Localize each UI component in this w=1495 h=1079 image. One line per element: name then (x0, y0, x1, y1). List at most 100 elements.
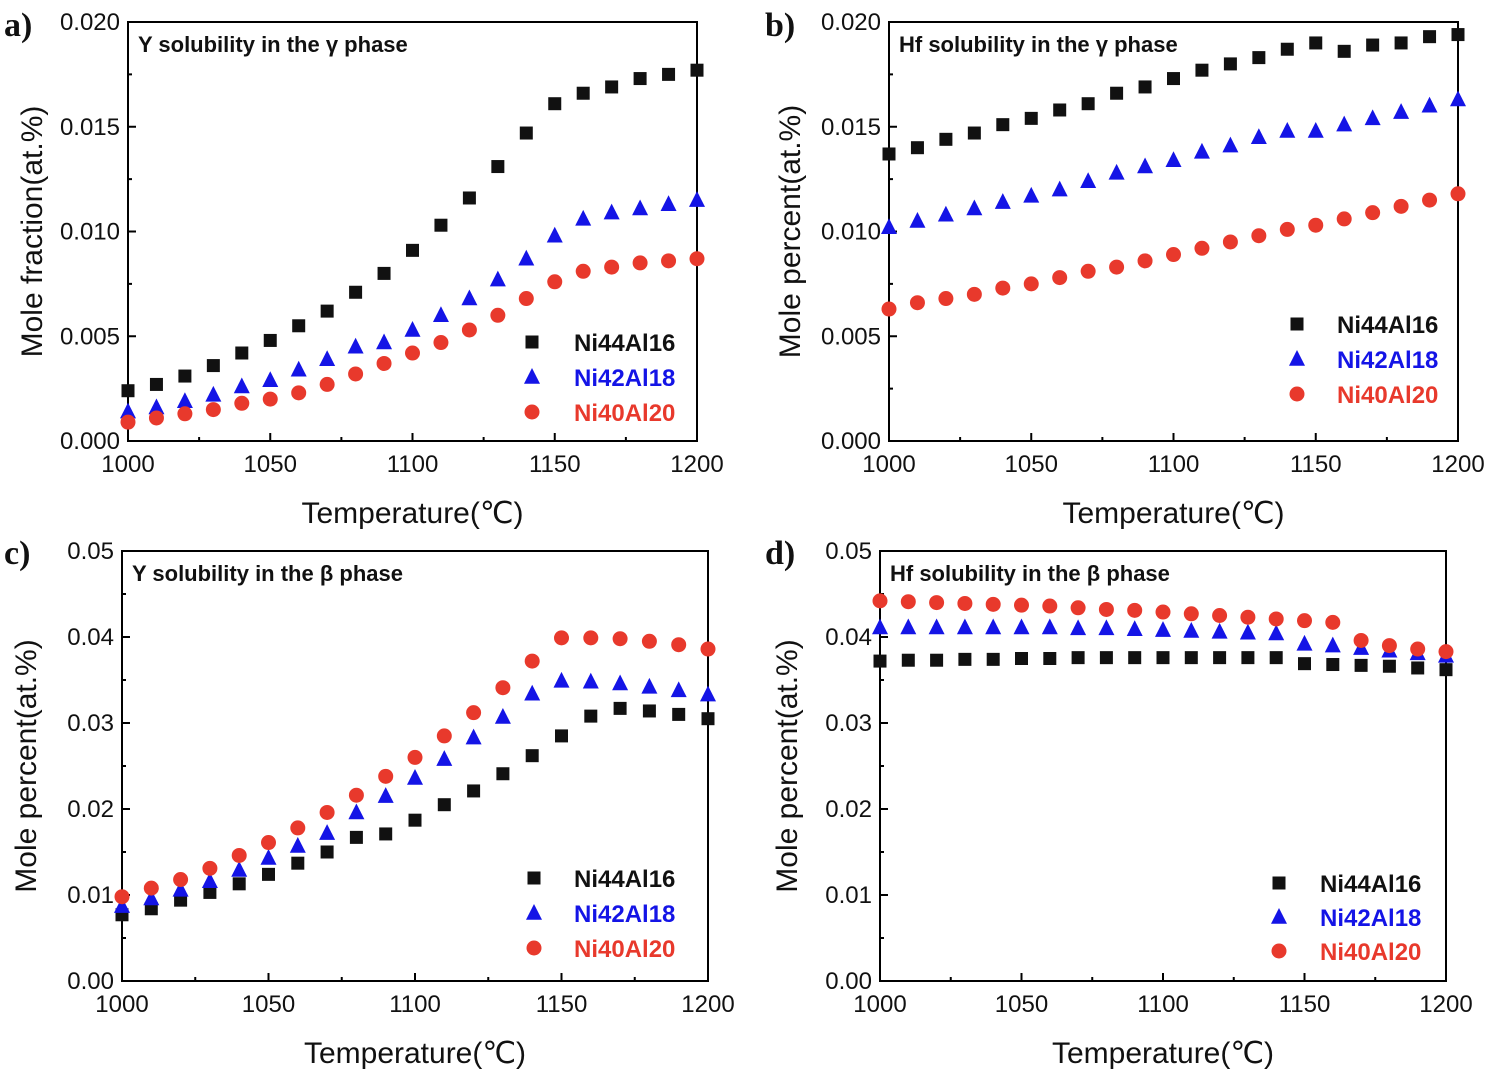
y-tick-label: 0.03 (825, 710, 872, 737)
chart-title: Y solubility in the γ phase (138, 32, 408, 57)
data-point (1354, 658, 1368, 672)
chart-title: Y solubility in the β phase (132, 561, 403, 586)
chart-title: Hf solubility in the γ phase (899, 32, 1178, 57)
data-point (494, 707, 511, 724)
data-point (1108, 163, 1125, 180)
data-point (1279, 221, 1295, 237)
data-point (1023, 186, 1040, 203)
data-point (461, 289, 478, 306)
x-tick-label: 1200 (670, 451, 723, 478)
data-point (1138, 80, 1152, 94)
data-point (290, 820, 306, 836)
legend: Ni44Al16 Ni42Al18 Ni40Al20 (1289, 312, 1438, 409)
y-axis-label: Mole percent(at.%) (771, 639, 804, 892)
data-point (967, 126, 981, 140)
x-tick-label: 1050 (242, 991, 295, 1018)
x-tick-label: 1150 (529, 451, 581, 478)
data-point (872, 618, 888, 635)
data-point (1252, 51, 1266, 65)
data-point (518, 249, 535, 266)
legend-label: Ni42Al18 (574, 901, 675, 928)
legend-label: Ni42Al18 (1320, 905, 1421, 932)
y-tick-label: 0.000 (821, 428, 881, 455)
data-point (938, 291, 954, 307)
data-point (1211, 622, 1228, 639)
x-tick-label: 1050 (1005, 451, 1058, 478)
data-point (349, 285, 363, 299)
data-point (1183, 621, 1200, 638)
x-tick-label: 1050 (244, 451, 297, 478)
data-point (1223, 57, 1237, 71)
data-point (1251, 228, 1267, 244)
data-point (937, 205, 954, 222)
series-Ni40Al20 (881, 186, 1466, 317)
y-axis-label: Mole percent(at.%) (10, 639, 43, 892)
data-point (873, 654, 887, 668)
data-point (495, 680, 511, 696)
data-point (1212, 608, 1228, 623)
data-point (174, 893, 188, 907)
data-point (489, 270, 506, 287)
data-point (1421, 96, 1438, 113)
data-point (575, 209, 592, 226)
y-tick-label: 0.02 (825, 796, 872, 823)
data-point (1081, 97, 1095, 111)
data-point (632, 255, 648, 271)
x-tick-label: 1200 (681, 991, 734, 1018)
data-point (377, 787, 394, 803)
legend-label: Ni44Al16 (1320, 871, 1421, 898)
data-point (519, 126, 533, 140)
data-point (1110, 86, 1124, 100)
data-point (1336, 115, 1353, 132)
data-point (289, 836, 306, 853)
data-point (1364, 109, 1381, 126)
data-point (206, 359, 220, 373)
data-point (966, 286, 982, 302)
data-point (1307, 121, 1324, 138)
data-point (910, 141, 924, 155)
x-tick-label: 1100 (387, 451, 439, 478)
data-point (548, 97, 562, 111)
data-point (320, 304, 334, 318)
data-point (900, 594, 916, 610)
data-point (461, 322, 477, 338)
data-point (1325, 614, 1341, 630)
data-point (525, 749, 539, 763)
legend-marker (1289, 350, 1305, 366)
data-point (872, 593, 888, 609)
data-point (1296, 634, 1313, 651)
data-point (1213, 651, 1227, 665)
data-point (1222, 136, 1239, 153)
data-point (1381, 638, 1397, 654)
data-point (205, 385, 222, 402)
legend-marker (525, 335, 539, 349)
data-point (1155, 621, 1171, 637)
x-tick-label: 1000 (95, 991, 148, 1018)
x-tick-label: 1000 (862, 451, 915, 478)
data-point (642, 704, 656, 718)
data-point (1080, 172, 1097, 188)
data-point (292, 319, 306, 333)
data-point (1324, 636, 1341, 653)
data-point (235, 346, 249, 360)
x-tick-label: 1050 (995, 991, 1048, 1018)
data-point (1041, 618, 1058, 635)
x-tick-label: 1000 (101, 451, 154, 478)
x-tick-label: 1100 (389, 991, 441, 1018)
data-point (1297, 613, 1312, 629)
data-point (1070, 619, 1087, 636)
series-Ni44Al16 (873, 651, 1453, 677)
data-point (466, 705, 482, 721)
data-point (909, 295, 925, 311)
legend-marker (1290, 317, 1304, 331)
data-point (1193, 142, 1210, 159)
x-tick-label: 1150 (536, 991, 588, 1018)
data-point (672, 707, 686, 721)
series-Ni40Al20 (114, 630, 716, 905)
data-point (1239, 623, 1256, 640)
data-point (262, 391, 278, 407)
data-point (576, 86, 590, 100)
data-point (603, 203, 620, 220)
data-point (1137, 157, 1154, 174)
data-point (909, 212, 926, 228)
